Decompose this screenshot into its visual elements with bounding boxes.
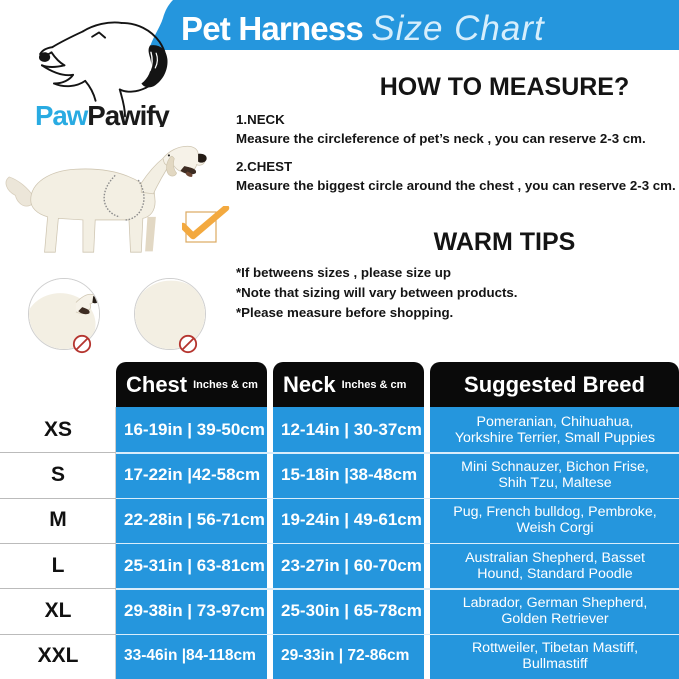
svg-text:PawPawify: PawPawify (35, 100, 170, 127)
